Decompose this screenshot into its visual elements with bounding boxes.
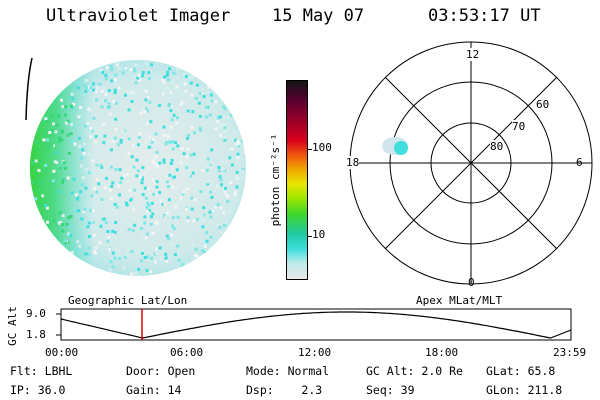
x-tick-2359: 23:59 — [553, 346, 587, 359]
info-mode: Mode: Normal — [246, 364, 330, 378]
info-dsp: Dsp: 2.3 — [246, 383, 323, 397]
info-flt: Flt: LBHL — [10, 364, 73, 378]
info-gcalt: GC Alt: 2.0 Re — [366, 364, 463, 378]
polar-label-6: 6 — [576, 156, 583, 169]
info-flt-value: LBHL — [44, 364, 73, 378]
colorbar-label: photon cm⁻²s⁻¹ — [269, 133, 282, 227]
x-tick-0600: 06:00 — [170, 346, 204, 359]
timeline-y-tick-low: 1.8 — [26, 328, 46, 341]
info-ip: IP: 36.0 — [10, 383, 66, 397]
info-gain: Gain: 14 — [126, 383, 182, 397]
info-glat-value: 65.8 — [527, 364, 556, 378]
polar-label-18: 18 — [346, 156, 360, 169]
polar-plot — [349, 41, 593, 285]
info-glon-value: 211.8 — [527, 383, 563, 397]
time-label: 03:53:17 UT — [428, 6, 541, 26]
timeline-plot — [56, 308, 572, 341]
info-glon: GLon: 211.8 — [486, 383, 563, 397]
colorbar-tick-10: 10 — [312, 228, 326, 241]
info-glat: GLat: 65.8 — [486, 364, 556, 378]
polar-lat-60: 60 — [536, 98, 550, 111]
colorbar-tick-100: 100 — [312, 141, 332, 154]
info-dsp-value: 2.3 — [301, 383, 323, 397]
info-gcalt-value: 2.0 Re — [421, 364, 463, 378]
x-tick-1200: 12:00 — [298, 346, 332, 359]
x-tick-1800: 18:00 — [425, 346, 459, 359]
info-seq-value: 39 — [400, 383, 415, 397]
polar-label-12: 12 — [466, 48, 480, 61]
info-mode-value: Normal — [287, 364, 330, 378]
instrument-title: Ultraviolet Imager — [46, 6, 231, 26]
x-tick-0000: 00:00 — [45, 346, 79, 359]
timeline-y-tick-high: 9.0 — [26, 307, 46, 320]
info-door: Door: Open — [126, 364, 196, 378]
date-label: 15 May 07 — [272, 6, 365, 26]
timeline-right-title: Apex MLat/MLT — [416, 294, 503, 307]
info-seq: Seq: 39 — [366, 383, 415, 397]
polar-lat-80: 80 — [490, 140, 504, 153]
info-door-value: Open — [167, 364, 196, 378]
uv-earth-image — [25, 57, 246, 276]
info-ip-value: 36.0 — [37, 383, 66, 397]
polar-label-0: 0 — [468, 276, 475, 289]
info-gain-value: 14 — [167, 383, 182, 397]
timeline-left-title: Geographic Lat/Lon — [68, 294, 188, 307]
colorbar — [286, 80, 308, 280]
polar-lat-70: 70 — [512, 120, 526, 133]
